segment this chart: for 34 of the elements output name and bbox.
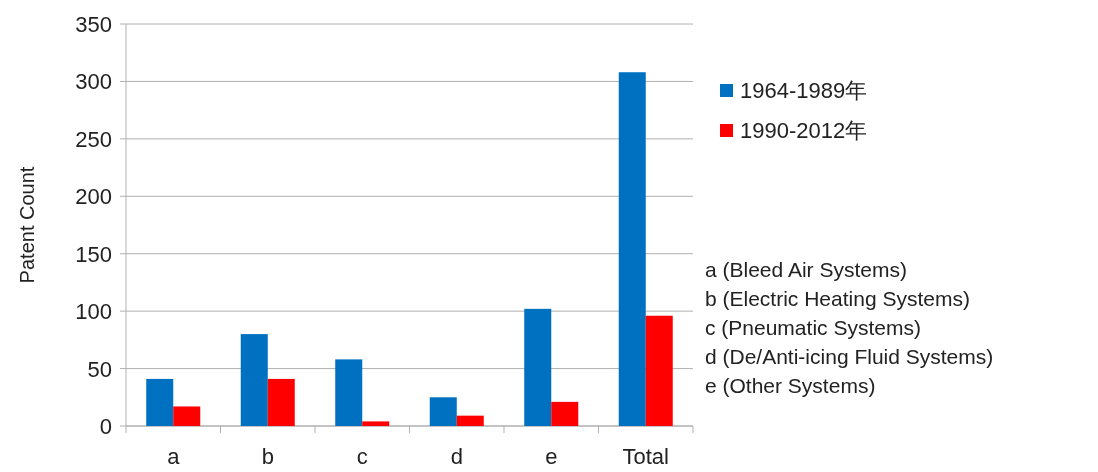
text: e (Other Systems) (705, 374, 876, 397)
x-tick-label: Total (622, 444, 669, 469)
bar (362, 421, 390, 426)
bar (429, 397, 457, 426)
legend-label: 1964-1989年 (740, 78, 868, 103)
bar (551, 401, 579, 426)
text: a (Bleed Air Systems) (705, 258, 907, 281)
y-tick-label: 100 (75, 299, 112, 325)
text: d (De/Anti-icing Fluid Systems) (705, 345, 994, 368)
bar (524, 308, 552, 426)
bar (335, 359, 363, 426)
bar (267, 378, 295, 426)
x-tick-label: e (545, 444, 558, 469)
x-tick-label: d (450, 444, 463, 469)
x-tick-label: c (356, 444, 368, 469)
y-tick-label: 150 (75, 241, 112, 267)
text: c (Pneumatic Systems) (705, 316, 921, 339)
bar (146, 378, 174, 426)
y-tick-label: 300 (75, 69, 112, 95)
y-tick-label: 350 (75, 12, 112, 37)
legend-label: 1990-2012年 (740, 118, 868, 143)
x-tick-label: b (261, 444, 274, 469)
x-tick-label: a (167, 444, 181, 469)
bar (456, 415, 484, 426)
text: b (Electric Heating Systems) (705, 287, 970, 310)
bar (240, 334, 268, 426)
y-tick-label: 200 (75, 184, 112, 210)
y-tick-label: 0 (99, 414, 112, 439)
y-axis-title: Patent Count (16, 166, 38, 284)
y-tick-label: 250 (75, 126, 112, 152)
y-tick-label: 50 (87, 356, 112, 382)
bar (645, 315, 673, 426)
bar (618, 72, 646, 426)
bar (173, 406, 201, 426)
